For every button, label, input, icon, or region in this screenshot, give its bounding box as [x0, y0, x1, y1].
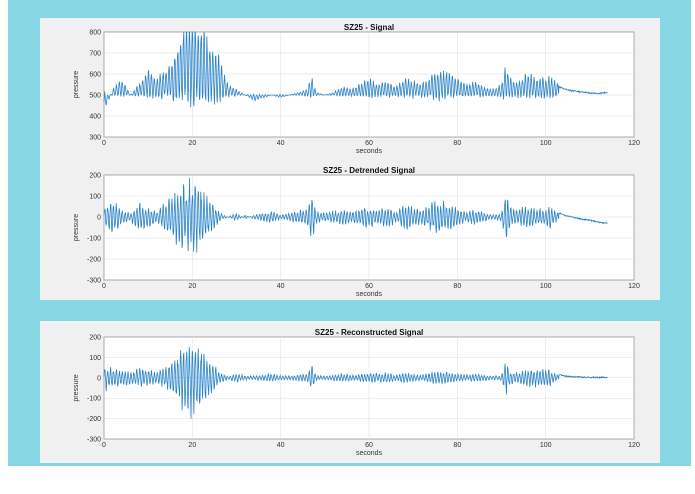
top-figure-panel: 0 20 40 60 80 100 120 300 400 500 600 700 800 SZ25 - …: [40, 18, 660, 300]
y-tick-label: 800: [89, 30, 101, 37]
y-tick-label: 100: [89, 194, 101, 201]
bottom-figure-panel: 0 20 40 60 80 100 120 -300 -200 -100 0 100 200 SZ25 -…: [40, 321, 660, 463]
y-axis-label: pressure: [73, 71, 80, 98]
x-tick-label: 100: [540, 140, 552, 147]
x-tick-label: 80: [453, 283, 461, 290]
chart-0: 0 20 40 60 80 100 120 300 400 500 600 700 800 SZ25 - …: [73, 23, 640, 155]
y-tick-label: 200: [89, 173, 101, 180]
y-tick-label: 400: [89, 114, 101, 121]
y-tick-label: -200: [87, 416, 101, 423]
y-tick-label: 500: [89, 93, 101, 100]
y-axis-label: pressure: [73, 214, 80, 241]
x-tick-label: 120: [628, 283, 640, 290]
y-tick-label: 600: [89, 72, 101, 79]
y-tick-label: 0: [97, 215, 101, 222]
x-tick-label: 120: [628, 140, 640, 147]
x-tick-label: 0: [102, 283, 106, 290]
x-tick-label: 60: [365, 140, 373, 147]
x-tick-label: 20: [188, 283, 196, 290]
figure-frame: 0 20 40 60 80 100 120 300 400 500 600 700 800 SZ25 - …: [8, 0, 691, 466]
x-axis-label: seconds: [356, 450, 383, 457]
x-tick-label: 40: [277, 283, 285, 290]
x-tick-label: 40: [277, 140, 285, 147]
y-tick-label: 100: [89, 355, 101, 362]
chart-1: 0 20 40 60 80 100 120 -300 -200 -100 0 100 200 SZ25 -…: [73, 166, 640, 298]
y-tick-label: -100: [87, 236, 101, 243]
x-tick-label: 0: [102, 140, 106, 147]
chart-title: SZ25 - Signal: [344, 23, 394, 32]
y-tick-label: -100: [87, 396, 101, 403]
x-axis-label: seconds: [356, 291, 383, 298]
y-tick-label: 0: [97, 375, 101, 382]
x-tick-label: 20: [188, 442, 196, 449]
x-tick-label: 20: [188, 140, 196, 147]
x-tick-label: 100: [540, 283, 552, 290]
y-tick-label: -200: [87, 257, 101, 264]
reconstructed-chart-svg: 0 20 40 60 80 100 120 -300 -200 -100 0 100 200 SZ25 -…: [73, 328, 640, 457]
x-tick-label: 60: [365, 442, 373, 449]
y-tick-label: 200: [89, 335, 101, 342]
x-tick-label: 80: [453, 140, 461, 147]
signal-line-series-0: [103, 178, 608, 253]
y-tick-label: 700: [89, 51, 101, 58]
signal-line-series-0: [103, 346, 608, 419]
y-tick-label: -300: [87, 437, 101, 444]
signal-line-series-0: [103, 31, 608, 108]
chart-title: SZ25 - Detrended Signal: [323, 166, 415, 175]
y-axis-label: pressure: [73, 374, 80, 401]
chart-2: 0 20 40 60 80 100 120 -300 -200 -100 0 100 200 SZ25 -…: [73, 328, 640, 457]
x-axis-label: seconds: [356, 148, 383, 155]
y-tick-label: 300: [89, 135, 101, 142]
y-tick-label: -300: [87, 278, 101, 285]
x-tick-label: 0: [102, 442, 106, 449]
x-tick-label: 60: [365, 283, 373, 290]
x-tick-label: 120: [628, 442, 640, 449]
chart-title: SZ25 - Reconstructed Signal: [315, 328, 423, 337]
x-tick-label: 100: [540, 442, 552, 449]
x-tick-label: 80: [453, 442, 461, 449]
x-tick-label: 40: [277, 442, 285, 449]
